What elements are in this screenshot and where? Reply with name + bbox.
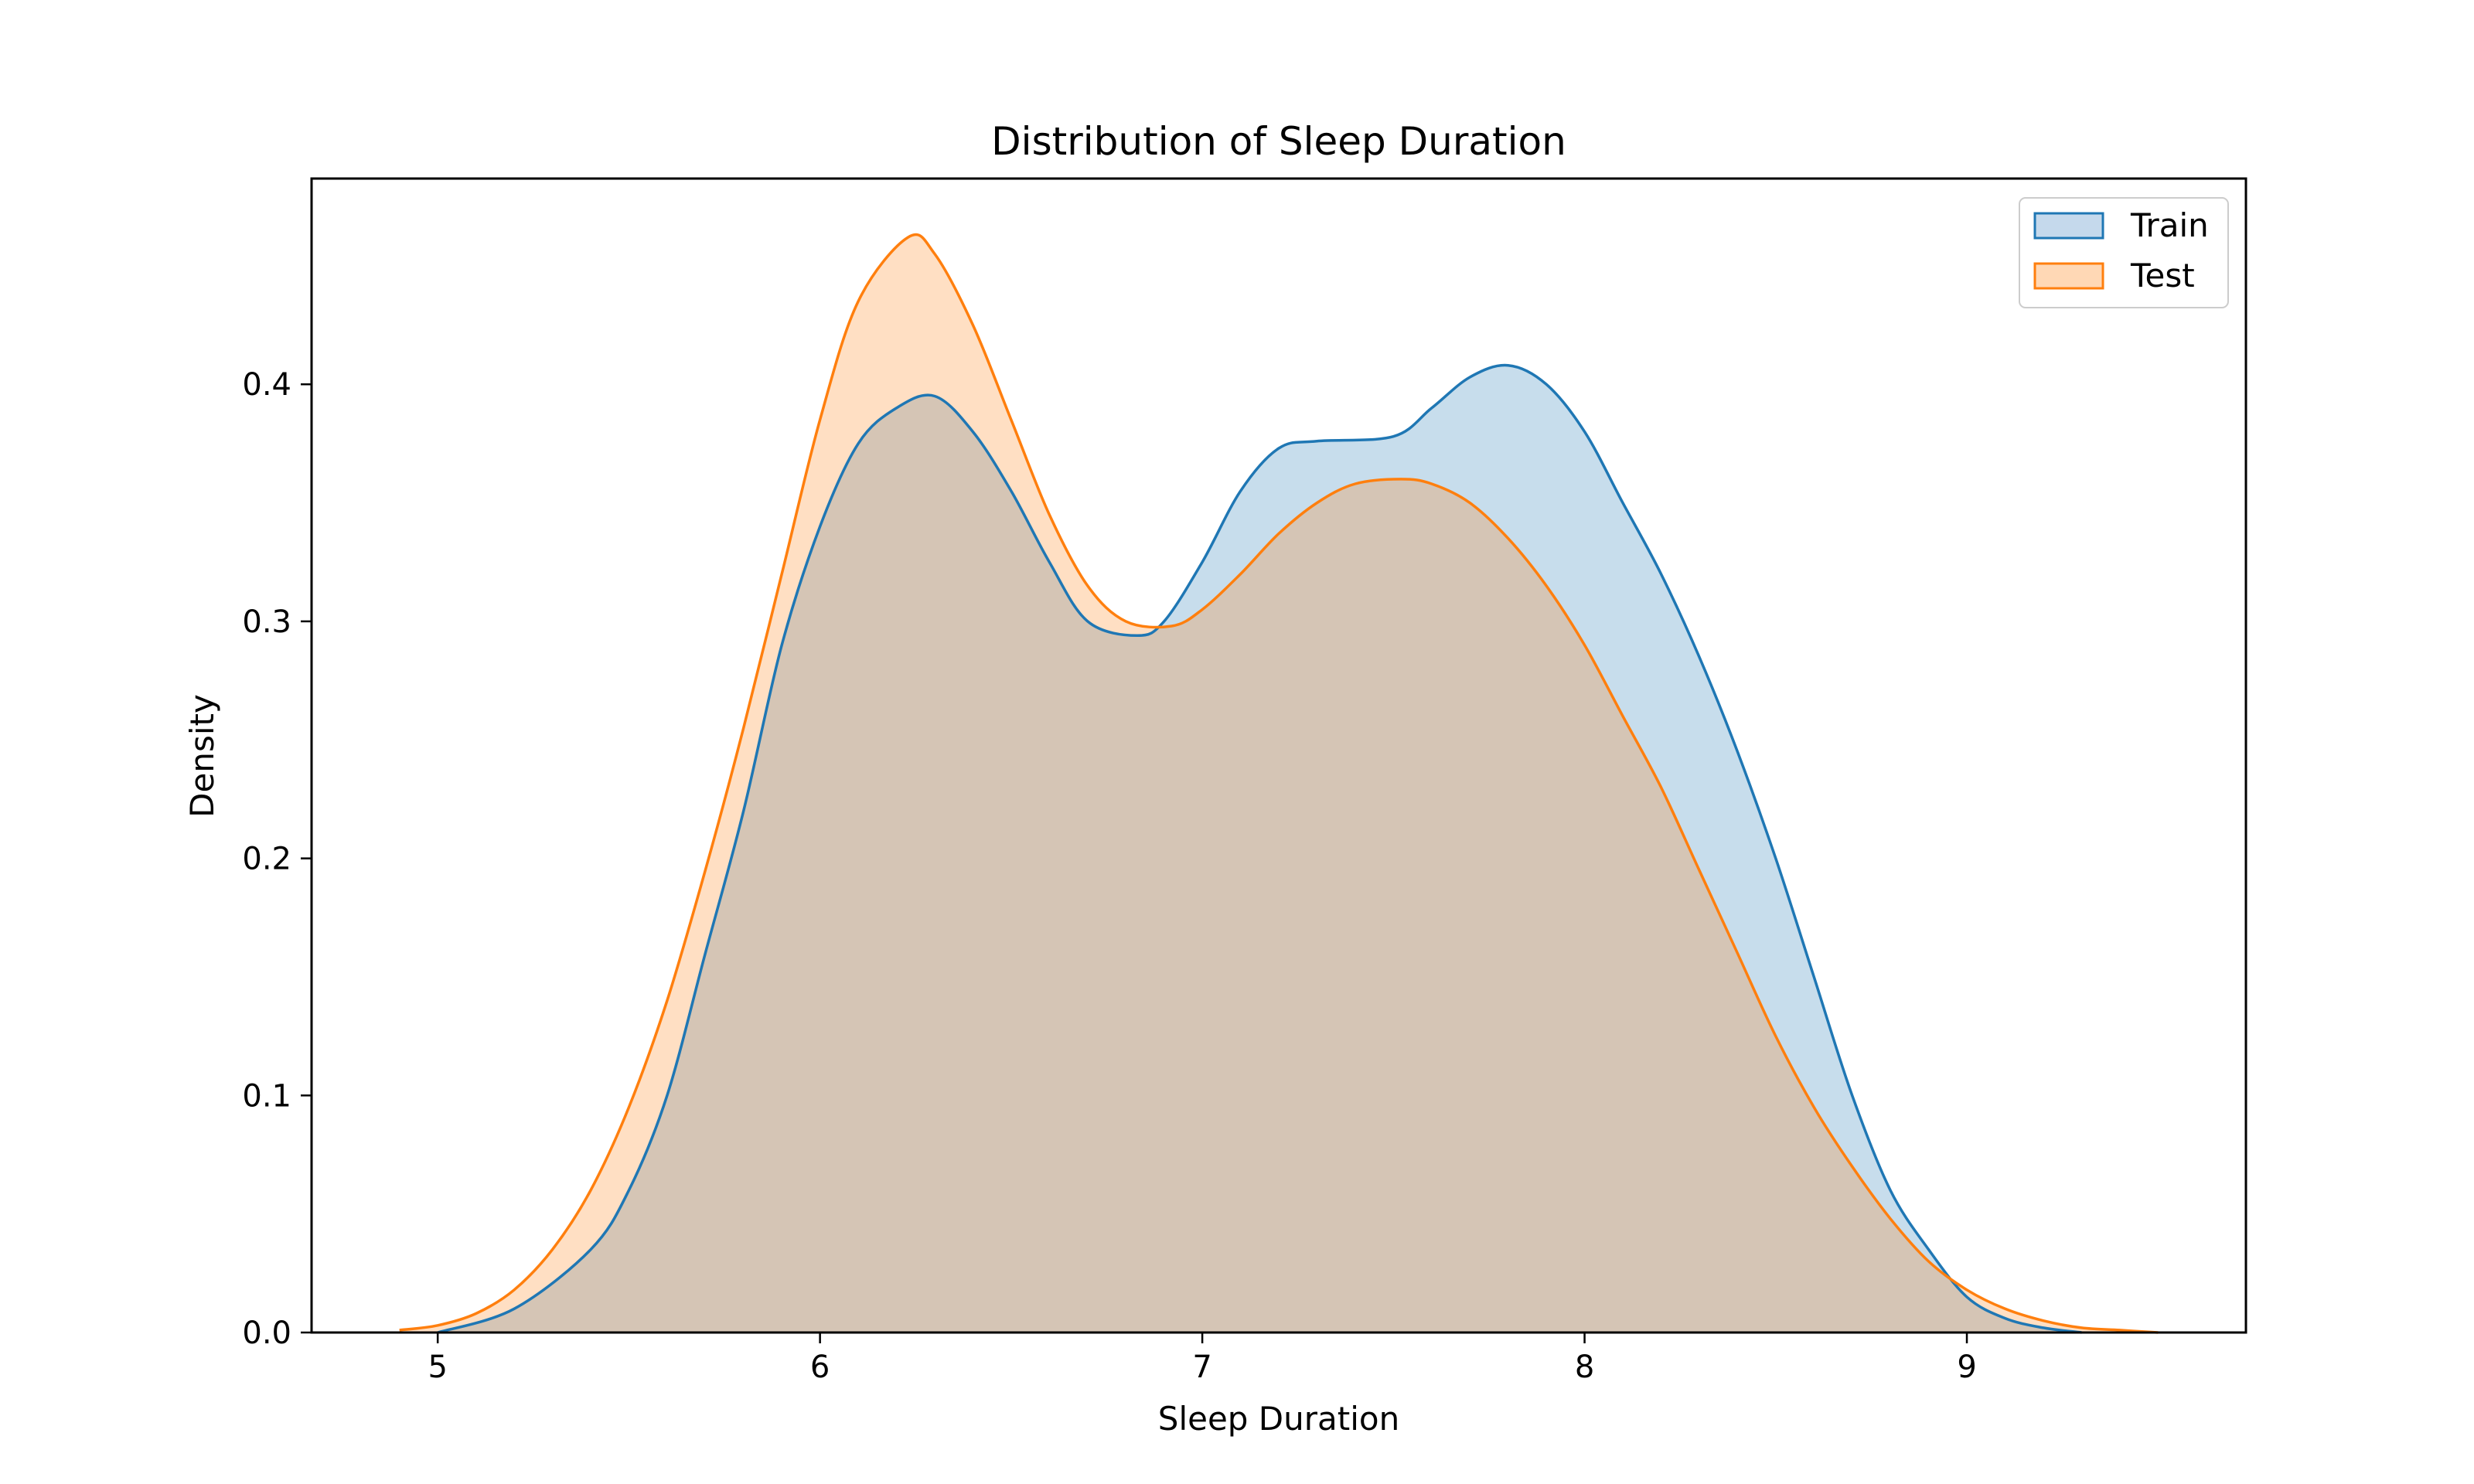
y-tick-label: 0.4 [242, 367, 291, 403]
y-tick-label: 0.2 [242, 842, 291, 877]
series-line-test [399, 233, 2159, 1334]
x-tick-label: 6 [810, 1350, 830, 1385]
y-tick-label: 0.1 [242, 1078, 291, 1114]
y-tick-label: 0.3 [242, 604, 291, 640]
legend-label-train: Train [2130, 206, 2209, 244]
x-axis: 5 6 7 8 9 [428, 1333, 1977, 1385]
y-axis-title: Density [183, 694, 221, 818]
series-layer [399, 233, 2159, 1334]
x-tick-label: 9 [1957, 1350, 1976, 1385]
series-area-train [438, 365, 2082, 1333]
y-tick-label: 0.0 [242, 1316, 291, 1351]
legend-label-test: Test [2130, 257, 2195, 294]
x-tick-label: 8 [1575, 1350, 1594, 1385]
legend: Train Test [2019, 197, 2229, 308]
x-tick-label: 7 [1192, 1350, 1211, 1385]
chart-title: Distribution of Sleep Duration [991, 119, 1566, 164]
legend-swatch-train [2033, 212, 2104, 240]
series-line-train [437, 363, 2082, 1334]
legend-swatch-test [2033, 262, 2104, 290]
x-axis-title: Sleep Duration [1158, 1400, 1399, 1438]
plot-frame [310, 177, 2247, 1334]
x-tick-label: 5 [428, 1350, 447, 1385]
series-area-test [399, 234, 2159, 1333]
y-axis: 0.0 0.1 0.2 0.3 0.4 [242, 367, 312, 1351]
